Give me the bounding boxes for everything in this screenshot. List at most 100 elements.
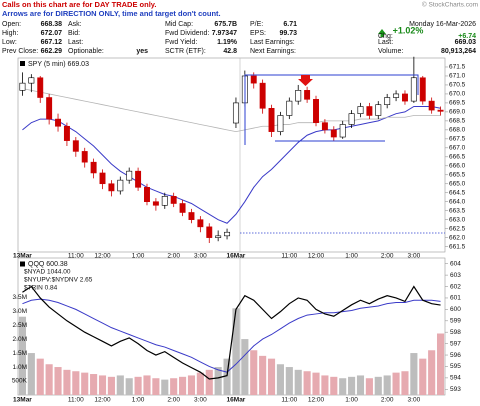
volume-bar xyxy=(330,376,338,395)
volume-bar xyxy=(267,358,276,395)
y-tick-label: 596 xyxy=(450,352,461,359)
legend-swatch xyxy=(20,61,25,66)
candle-body xyxy=(286,100,293,116)
quote-label: Last: xyxy=(378,39,393,46)
volume-bar xyxy=(401,371,409,395)
y-tick-label: 670.5 xyxy=(449,82,466,89)
legend-note: $TRIN 0.84 xyxy=(24,285,58,292)
legend-swatch xyxy=(20,261,25,267)
x-tick-label: 11:00 xyxy=(281,253,297,260)
x-tick-label: 16Mar xyxy=(227,253,246,260)
volume-bar xyxy=(90,374,98,395)
y-tick-label: 604 xyxy=(450,260,461,267)
candle-body xyxy=(295,90,302,102)
header-note: Calls on this chart are for DAY TRADE on… xyxy=(2,0,156,9)
quote-value: +6.74 xyxy=(458,33,476,40)
legend-entry: SPY (5 min) 669.03 xyxy=(28,61,89,68)
volume-bar xyxy=(63,369,71,395)
y-tick-label: 671.0 xyxy=(449,73,466,80)
candle-body xyxy=(37,77,44,98)
volume-bar xyxy=(161,379,169,395)
credit: © StockCharts.com xyxy=(422,1,478,9)
volume-bar xyxy=(72,371,80,395)
volume-bar xyxy=(410,353,418,395)
candle-body xyxy=(188,212,195,220)
candle-body xyxy=(28,77,35,84)
x-tick-label: 12:00 xyxy=(308,253,325,260)
quote-label: Chg: xyxy=(378,33,393,40)
candle-body xyxy=(366,106,373,116)
candle-body xyxy=(437,109,444,112)
quote-value: 669.03 xyxy=(455,39,477,46)
volume-bar xyxy=(303,371,311,395)
price-panel-frame xyxy=(17,57,446,253)
candle-body xyxy=(419,77,426,102)
quote-value: 675.7B xyxy=(214,21,237,28)
y-tick-label: 671.5 xyxy=(449,64,466,71)
legend-note: $NYUPV:$NYDNV 2.65 xyxy=(24,277,93,284)
price-line xyxy=(22,285,441,380)
quote-label: Next Earnings: xyxy=(250,48,296,55)
header-note: Arrows are for DIRECTION ONLY, time and … xyxy=(2,9,221,18)
y-tick-label: 664.0 xyxy=(449,198,466,205)
volume-bar xyxy=(36,358,44,395)
quote-label: Ask: xyxy=(68,21,82,28)
volume-bar xyxy=(134,376,142,395)
quote-value: 672.07 xyxy=(41,30,63,37)
y-tick-label: 661.5 xyxy=(449,243,466,250)
candle-body xyxy=(393,93,400,98)
y-tick-label: 593 xyxy=(450,386,461,393)
candle-body xyxy=(117,179,124,192)
volume-bar xyxy=(54,367,62,395)
x-tick-label: 1:00 xyxy=(132,397,145,404)
candle-body xyxy=(428,100,435,111)
range-box xyxy=(244,74,419,145)
candle-body xyxy=(170,196,177,204)
candle-body xyxy=(250,75,257,84)
quote-value: 1.19% xyxy=(217,39,238,46)
candle-body xyxy=(232,102,239,124)
candle-body xyxy=(197,219,204,228)
volume-bar xyxy=(81,372,89,395)
y-tick-label: 598 xyxy=(450,329,461,336)
y-tick-label: 665.0 xyxy=(449,180,466,187)
y2-tick-label: 3.0M xyxy=(13,308,27,315)
volume-bar xyxy=(356,375,365,395)
volume-bar xyxy=(392,372,400,395)
y-tick-label: 667.0 xyxy=(449,145,466,152)
candle-body xyxy=(339,124,346,138)
x-tick-label: 11:00 xyxy=(281,397,297,404)
candle-body xyxy=(152,201,159,206)
volume-bar xyxy=(285,367,293,395)
quote-label: Low: xyxy=(2,39,17,46)
volume-bar xyxy=(428,350,436,395)
candle-body xyxy=(55,118,61,127)
volume-bar xyxy=(374,376,382,395)
candle-body xyxy=(99,172,106,185)
quote-value: 662.29 xyxy=(41,48,63,55)
volume-bar xyxy=(170,378,178,395)
candle-body xyxy=(304,90,311,100)
volume-bar xyxy=(45,364,53,395)
quote-label: Volume: xyxy=(378,48,403,55)
quote-value: 80,913,264 xyxy=(441,48,476,55)
x-tick-label: 1:00 xyxy=(345,253,358,260)
candle-body xyxy=(259,82,266,109)
quote-label: P/E: xyxy=(250,21,263,28)
candle-body xyxy=(330,129,337,138)
volume-bar xyxy=(27,353,35,395)
y-tick-label: 668.0 xyxy=(449,127,466,134)
y-tick-label: 662.0 xyxy=(449,234,466,241)
quote-label: Prev Close: xyxy=(2,48,38,55)
y-tick-label: 664.5 xyxy=(449,189,466,196)
quote-value: 667.12 xyxy=(41,39,63,46)
volume-bar xyxy=(419,358,427,395)
quote-value: yes xyxy=(136,48,148,55)
volume-bar xyxy=(241,339,249,395)
x-tick-label: 13Mar xyxy=(13,253,32,260)
moving-average xyxy=(22,106,441,224)
volume-bar xyxy=(143,375,151,395)
volume-bar xyxy=(116,375,124,395)
candle-body xyxy=(161,196,168,206)
